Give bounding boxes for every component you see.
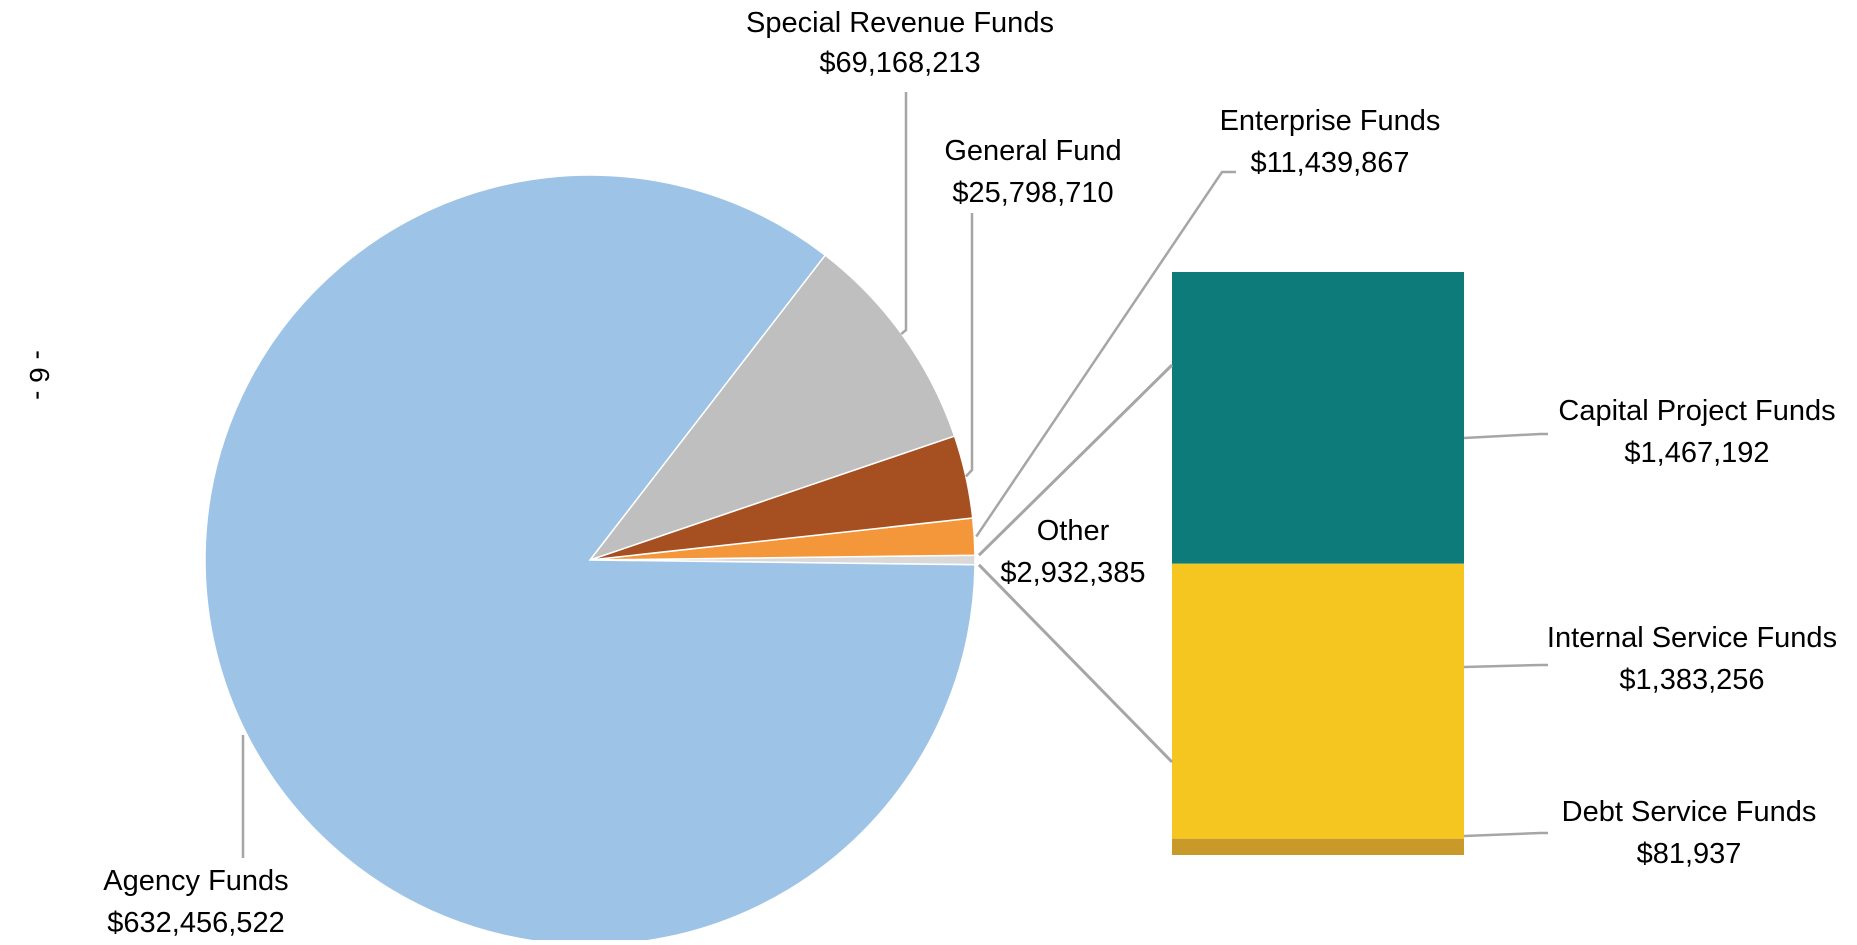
data-label-special-revenue-funds: Special Revenue Funds $69,168,213 [746,7,1054,79]
data-label-value: $81,937 [1637,838,1742,870]
leader-line-general-fund [964,213,974,478]
connector-lines [977,363,1174,764]
data-label-value: $2,932,385 [1000,557,1145,589]
data-label-value: $1,467,192 [1624,437,1769,469]
connector-line-upper [977,363,1174,557]
data-label-name: Debt Service Funds [1562,796,1817,828]
leader-line-debt-service-funds [1463,831,1548,838]
leader-lines [241,92,1548,858]
leader-line-enterprise-funds [975,170,1236,538]
data-label-general-fund: General Fund $25,798,710 [944,135,1121,209]
data-label-enterprise-funds: Enterprise Funds $11,439,867 [1220,105,1441,179]
data-label-value: $632,456,522 [107,907,284,939]
data-label-agency-funds: Agency Funds $632,456,522 [103,865,288,939]
pie-slice-special-revenue-funds [587,254,956,562]
pie-slice-agency-funds [204,174,976,945]
data-label-name: General Fund [944,135,1121,167]
data-label-value: $1,383,256 [1619,664,1764,696]
data-label-value: $11,439,867 [1250,147,1409,179]
data-label-name: Special Revenue Funds [746,7,1054,39]
data-label-name: Other [1037,515,1110,547]
pie-slices [204,174,976,945]
data-label-name: Agency Funds [103,865,288,897]
bar-segment-debt-service-funds [1172,838,1464,855]
data-label-other: Other $2,932,385 [1000,515,1145,589]
bar-segment-internal-service-funds [1172,563,1464,839]
data-label-name: Capital Project Funds [1558,395,1835,427]
bar-segment-capital-project-funds [1172,272,1464,564]
leader-line-special-revenue-funds [900,92,908,336]
connector-line-lower [977,563,1174,764]
data-label-internal-service-funds: Internal Service Funds $1,383,256 [1547,622,1837,696]
data-label-value: $69,168,213 [819,47,980,79]
data-label-value: $25,798,710 [952,177,1113,209]
data-label-name: Enterprise Funds [1220,105,1441,137]
data-label-debt-service-funds: Debt Service Funds $81,937 [1562,796,1817,870]
data-label-name: Internal Service Funds [1547,622,1837,654]
data-label-capital-project-funds: Capital Project Funds $1,467,192 [1558,395,1835,469]
bar-segments [1172,272,1464,855]
page-marker: - 6 - [24,350,55,400]
data-labels: Special Revenue Funds $69,168,213 General … [103,7,1837,939]
leader-line-internal-service-funds [1463,663,1548,669]
leader-line-capital-project-funds [1463,432,1548,440]
